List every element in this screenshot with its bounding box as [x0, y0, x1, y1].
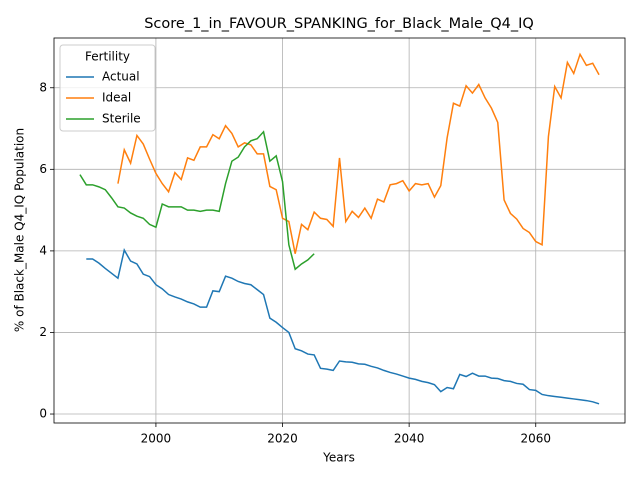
x-tick-label: 2040	[394, 432, 425, 446]
chart-title: Score_1_in_FAVOUR_SPANKING_for_Black_Mal…	[144, 16, 534, 32]
x-tick-label: 2020	[267, 432, 298, 446]
legend-label: Actual	[102, 70, 140, 84]
y-tick-label: 0	[39, 407, 47, 421]
y-axis-label: % of Black_Male Q4_IQ Population	[13, 128, 27, 332]
legend-label: Sterile	[102, 112, 141, 126]
plot-frame	[53, 37, 626, 424]
y-tick-label: 4	[39, 243, 47, 257]
legend-label: Ideal	[102, 91, 131, 105]
line-series	[79, 130, 315, 271]
y-tick-label: 2	[39, 325, 47, 339]
legend-title: Fertility	[85, 50, 130, 64]
legend-box	[59, 44, 156, 132]
x-axis-label: Years	[322, 451, 355, 465]
x-tick-label: 2060	[520, 432, 551, 446]
line-series	[117, 52, 600, 254]
line-series	[86, 248, 600, 405]
x-tick-label: 2000	[141, 432, 172, 446]
y-tick-label: 6	[39, 162, 47, 176]
y-tick-label: 8	[39, 80, 47, 94]
